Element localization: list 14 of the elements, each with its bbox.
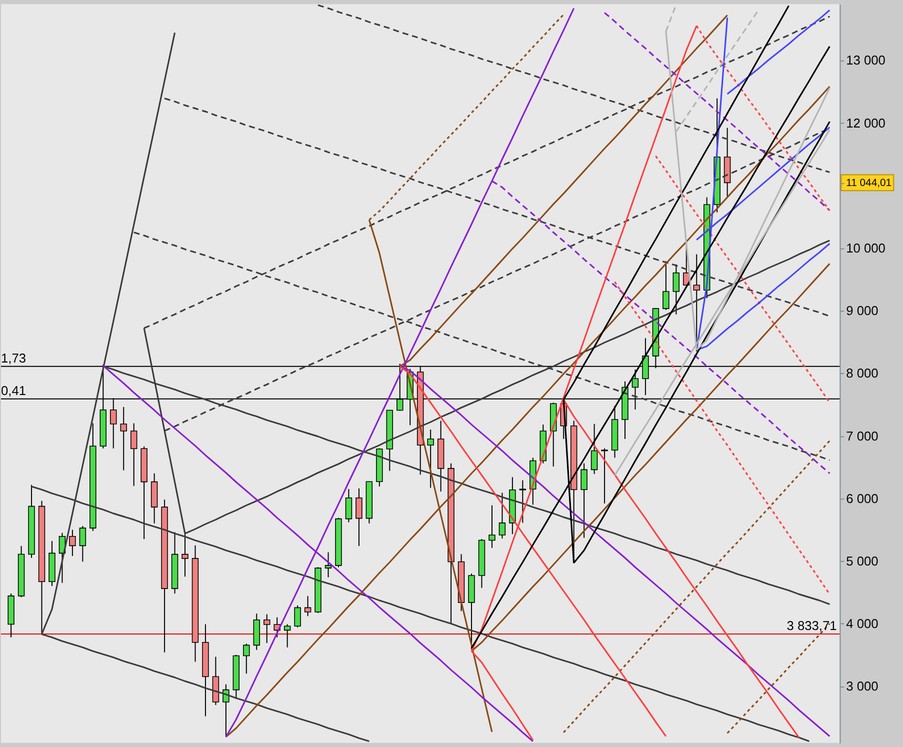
annotation: 1,73 [0,350,26,366]
y-tick-label: 5 000 [846,553,878,568]
y-tick-label: 9 000 [846,303,878,318]
y-tick-label: 10 000 [846,240,886,256]
y-tick-label: 6 000 [846,490,878,506]
annotation: 0,41 [0,382,26,398]
y-tick-label: 12 000 [846,115,886,130]
y-tick-label: 3 000 [846,678,878,694]
y-tick-label: 13 000 [846,52,886,68]
y-tick-label: 7 000 [846,428,878,444]
y-tick-label: 11 044,01 [846,178,892,190]
y-tick-label: 8 000 [846,366,878,381]
ref-line-label: 3 833,71 [786,618,837,634]
y-tick-label: 4 000 [846,616,878,632]
